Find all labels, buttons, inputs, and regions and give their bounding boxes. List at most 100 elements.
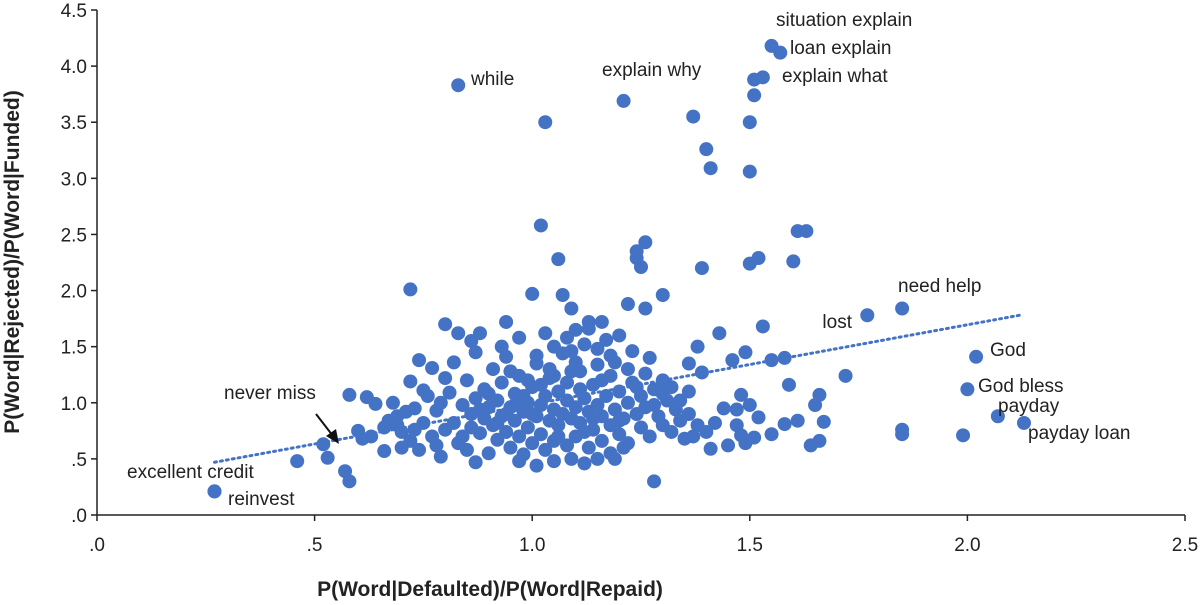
data-point	[455, 429, 470, 444]
x-tick-label: 1.0	[519, 535, 545, 556]
data-point	[777, 417, 792, 432]
data-point	[551, 252, 566, 267]
data-point	[438, 317, 453, 332]
data-point	[620, 395, 635, 410]
data-point	[677, 431, 692, 446]
data-point	[599, 332, 614, 347]
data-point	[420, 389, 435, 404]
data-point	[568, 400, 583, 415]
data-point	[403, 433, 418, 448]
data-point	[364, 429, 379, 444]
data-point	[377, 420, 392, 435]
never-miss-arrowhead	[326, 429, 339, 444]
data-point	[721, 438, 736, 453]
data-point	[681, 356, 696, 371]
data-point	[734, 387, 749, 402]
point-label: payday	[998, 396, 1060, 417]
data-point	[564, 344, 579, 359]
point-label: explain why	[602, 60, 702, 81]
data-point	[686, 109, 701, 124]
data-point	[738, 345, 753, 360]
x-axis-title: P(Word|Defaulted)/P(Word|Repaid)	[317, 578, 663, 601]
data-point	[551, 429, 566, 444]
point-label: need help	[898, 276, 981, 297]
data-point	[803, 438, 818, 453]
data-point	[699, 142, 714, 157]
labeled-data-point	[860, 308, 875, 323]
data-point	[525, 436, 540, 451]
data-point	[486, 362, 501, 377]
data-point	[673, 393, 688, 408]
y-tick-label: 3.5	[61, 113, 87, 134]
data-point	[838, 368, 853, 383]
data-points	[207, 38, 1031, 499]
data-point	[681, 384, 696, 399]
data-point	[599, 389, 614, 404]
data-point	[403, 374, 418, 389]
labeled-data-point	[773, 45, 788, 60]
data-point	[390, 418, 405, 433]
data-point	[895, 427, 910, 442]
data-point	[377, 444, 392, 459]
data-point	[620, 362, 635, 377]
y-tick-label: 4.0	[61, 57, 87, 78]
data-point	[647, 474, 662, 489]
data-point	[503, 364, 518, 379]
data-point	[742, 398, 757, 413]
y-axis-title: P(Word|Rejected)/P(Word|Funded)	[1, 90, 24, 433]
x-tick-label: .5	[307, 535, 323, 556]
data-point	[577, 424, 592, 439]
data-point	[707, 415, 722, 430]
data-point	[607, 402, 622, 417]
data-point	[577, 391, 592, 406]
labeled-data-point	[755, 70, 770, 85]
y-tick-label: 1.0	[61, 394, 87, 415]
point-label: loan explain	[790, 38, 891, 59]
labeled-data-point	[1016, 415, 1031, 430]
labeled-data-point	[895, 301, 910, 316]
data-point	[446, 415, 461, 430]
data-point	[490, 415, 505, 430]
y-axis-ticks: .0 .5 1.0 1.5 2.0 2.5 3.0 3.5 4.0 4.5	[61, 1, 97, 527]
data-point	[403, 282, 418, 297]
data-point	[725, 353, 740, 368]
data-point	[529, 348, 544, 363]
data-point	[412, 353, 427, 368]
data-point	[655, 288, 670, 303]
data-point	[612, 328, 627, 343]
data-point	[459, 442, 474, 457]
data-point	[442, 385, 457, 400]
data-point	[781, 377, 796, 392]
y-tick-label: 2.0	[61, 282, 87, 303]
data-point	[577, 456, 592, 471]
data-point	[590, 341, 605, 356]
data-point	[690, 418, 705, 433]
data-point	[538, 389, 553, 404]
data-point	[468, 345, 483, 360]
data-point	[533, 427, 548, 442]
x-tick-label: 2.5	[1172, 535, 1198, 556]
data-point	[729, 402, 744, 417]
data-point	[538, 326, 553, 341]
data-point	[694, 261, 709, 276]
data-point	[433, 449, 448, 464]
labeled-data-point	[451, 78, 466, 93]
point-label: God	[990, 340, 1026, 361]
data-point	[764, 427, 779, 442]
data-point	[634, 259, 648, 274]
data-point	[499, 424, 514, 439]
data-point	[407, 401, 422, 416]
axes	[96, 10, 1185, 516]
data-point	[512, 330, 527, 345]
data-point	[703, 441, 718, 456]
data-point	[499, 407, 514, 421]
data-point	[664, 380, 679, 395]
point-label: while	[470, 69, 514, 90]
data-point	[590, 398, 605, 413]
data-point	[594, 433, 609, 448]
data-point	[642, 350, 657, 365]
data-point	[716, 401, 731, 416]
data-point	[647, 398, 662, 413]
data-point	[764, 353, 779, 368]
data-point	[512, 454, 527, 469]
